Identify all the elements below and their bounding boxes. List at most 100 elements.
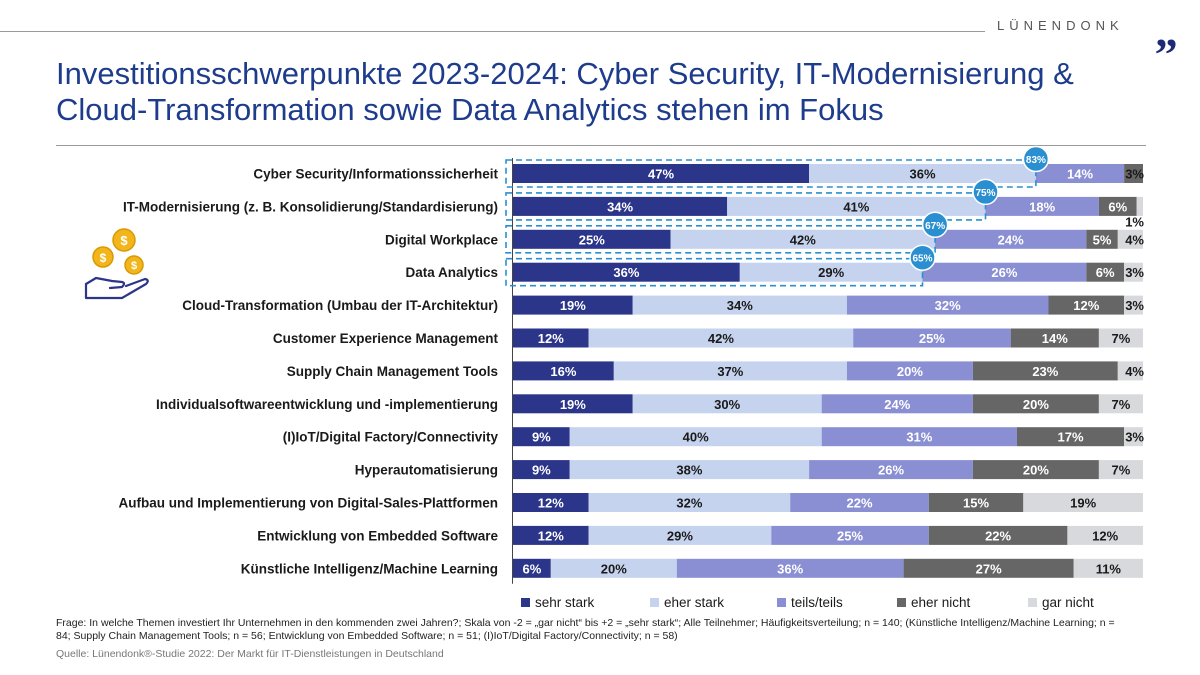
- bar-segment: [676, 558, 904, 578]
- bar-segment: [771, 525, 929, 545]
- bar-segment: [1098, 196, 1137, 216]
- highlight-box: [505, 257, 924, 287]
- segment-value-label: 3%: [1125, 167, 1144, 182]
- bar-segment: [588, 328, 854, 348]
- bar-segment: [632, 394, 822, 414]
- highlight-bubble: [909, 244, 936, 271]
- segment-value-label: 17%: [1058, 430, 1084, 445]
- segment-value-label: 38%: [676, 463, 702, 478]
- bar-segment: [1023, 493, 1143, 512]
- legend-label: teils/teils: [791, 595, 843, 610]
- bar-segment: [1136, 196, 1143, 216]
- segment-value-label: 29%: [667, 528, 693, 543]
- segment-value-label: 12%: [538, 528, 564, 543]
- segment-value-label: 4%: [1125, 232, 1144, 247]
- segment-value-label: 15%: [963, 496, 989, 511]
- category-label: Cloud-Transformation (Umbau der IT-Archi…: [182, 298, 498, 313]
- bar-segment: [513, 427, 570, 447]
- bar-segment: [513, 262, 740, 282]
- highlight-bubble: [972, 178, 999, 206]
- category-label: Customer Experience Management: [273, 331, 499, 346]
- legend-swatch: [1028, 598, 1037, 607]
- segment-value-label: 24%: [998, 232, 1024, 247]
- segment-value-label: 12%: [1092, 528, 1118, 543]
- segment-value-label: 5%: [1093, 232, 1112, 247]
- bar-segment: [1098, 460, 1143, 480]
- category-label: Individualsoftwareentwicklung und -imple…: [156, 397, 498, 412]
- segment-value-label: 14%: [1042, 331, 1068, 346]
- category-label: (I)IoT/Digital Factory/Connectivity: [283, 430, 499, 445]
- segment-value-label: 12%: [1073, 298, 1099, 313]
- bar-segment: [928, 525, 1068, 545]
- segment-value-label: 3%: [1125, 265, 1144, 280]
- bar-segment: [727, 196, 986, 216]
- segment-value-label: 19%: [560, 298, 586, 313]
- bar-segment: [972, 460, 1099, 480]
- bar-segment: [1086, 229, 1118, 249]
- svg-text:$: $: [120, 233, 128, 248]
- segment-value-label: 42%: [790, 232, 816, 247]
- bar-segment: [513, 394, 633, 414]
- bar-segment: [1048, 295, 1125, 315]
- bar-segment: [1124, 262, 1143, 282]
- segment-value-label: 1%: [1125, 214, 1144, 229]
- brand-quote-mark: „: [1155, 5, 1178, 56]
- bar-segment: [613, 361, 847, 381]
- segment-value-label: 32%: [935, 298, 961, 313]
- highlight-value: 83%: [1026, 155, 1046, 166]
- source-note: Quelle: Lünendonk®-Studie 2022: Der Mark…: [56, 648, 444, 660]
- segment-value-label: 19%: [1070, 496, 1096, 511]
- bar-segment: [1117, 361, 1143, 381]
- bar-segment: [1124, 164, 1143, 183]
- highlight-box: [505, 225, 936, 254]
- category-label: Digital Workplace: [385, 232, 499, 247]
- bar-segment: [569, 427, 822, 447]
- bar-segment: [1010, 328, 1099, 348]
- segment-value-label: 25%: [837, 528, 863, 543]
- bar-segment: [972, 361, 1118, 381]
- segment-value-label: 19%: [560, 397, 586, 412]
- legend-label: eher stark: [664, 595, 724, 610]
- bar-segment: [821, 427, 1017, 447]
- bar-segment: [809, 164, 1036, 183]
- segment-value-label: 32%: [676, 496, 702, 511]
- bar-segment: [739, 262, 923, 282]
- bar-segment: [928, 493, 1024, 512]
- bar-segment: [1035, 164, 1125, 183]
- footnote: Frage: In welche Themen investiert Ihr U…: [56, 617, 1115, 642]
- bar-segment: [985, 196, 1099, 216]
- category-label: Aufbau und Implementierung von Digital-S…: [118, 496, 498, 511]
- segment-value-label: 9%: [532, 430, 551, 445]
- segment-value-label: 25%: [579, 232, 605, 247]
- coins-hand-icon: $ $ $: [84, 228, 149, 300]
- bar-segment: [1098, 394, 1143, 414]
- brand-name: LÜNENDONK: [997, 18, 1124, 33]
- bar-segment: [550, 558, 677, 578]
- category-label: Entwicklung von Embedded Software: [257, 528, 498, 543]
- category-label: Data Analytics: [405, 265, 498, 280]
- segment-value-label: 37%: [717, 364, 743, 379]
- segment-value-label: 41%: [843, 199, 869, 214]
- bar-segment: [1086, 262, 1125, 282]
- bar-segment: [569, 460, 810, 480]
- segment-value-label: 31%: [906, 430, 932, 445]
- segment-value-label: 20%: [601, 561, 627, 576]
- segment-value-label: 14%: [1067, 167, 1093, 182]
- segment-value-label: 34%: [607, 199, 633, 214]
- highlight-value: 67%: [925, 221, 945, 232]
- title-rule: [56, 145, 1146, 146]
- bar-segment: [513, 328, 589, 348]
- bar-segment: [513, 295, 633, 315]
- bar-segment: [513, 493, 589, 512]
- legend-swatch: [897, 598, 906, 607]
- highlight-bubble: [921, 211, 949, 239]
- bar-segment: [513, 558, 551, 578]
- highlight-value: 75%: [975, 188, 995, 199]
- bar-segment: [513, 361, 614, 381]
- legend-label: sehr stark: [535, 595, 595, 610]
- segment-value-label: 22%: [985, 528, 1011, 543]
- highlight-box: [505, 159, 1037, 188]
- segment-value-label: 6%: [523, 561, 542, 576]
- category-label: Künstliche Intelligenz/Machine Learning: [241, 561, 498, 576]
- segment-value-label: 36%: [613, 265, 639, 280]
